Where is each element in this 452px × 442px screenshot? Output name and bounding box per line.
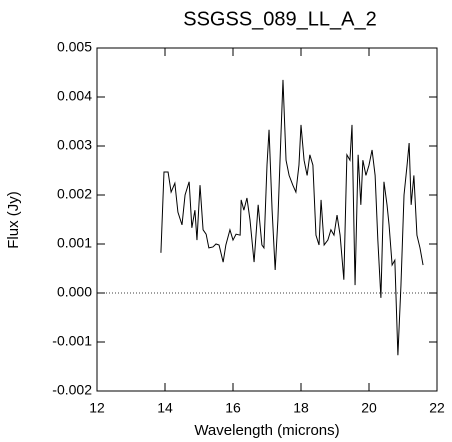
y-tick-label: 0.004 [57,88,92,104]
y-tick-label: -0.002 [52,382,92,398]
y-tick-label: 0.002 [57,186,92,202]
plot-frame [96,47,438,392]
y-tick-label: 0.003 [57,137,92,153]
y-tick-label: 0.001 [57,235,92,251]
x-tick-label: 22 [429,400,445,416]
y-tick-label: 0.005 [57,39,92,55]
data-line [160,79,424,356]
x-tick-label: 16 [225,400,241,416]
x-axis-label: Wavelength (microns) [194,422,339,439]
x-tick-label: 20 [361,400,377,416]
x-tick-label: 18 [293,400,309,416]
y-tick-label: 0.000 [57,284,92,300]
y-axis-label: Flux (Jy) [5,191,22,249]
x-tick-label: 14 [157,400,173,416]
x-tick-label: 12 [89,400,105,416]
chart-title: SSGSS_089_LL_A_2 [183,8,377,30]
y-tick-label: -0.001 [52,333,92,349]
